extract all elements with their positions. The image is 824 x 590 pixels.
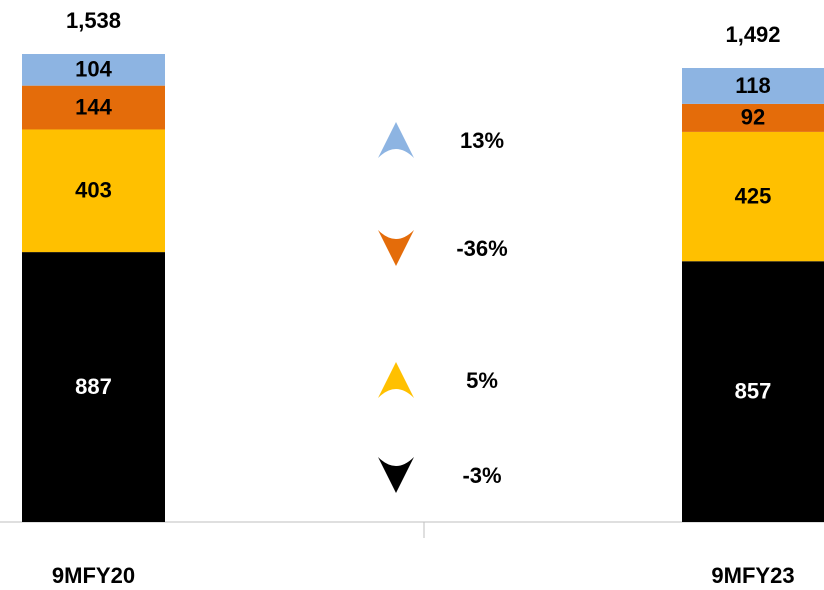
data-label: 104 — [75, 57, 112, 82]
change-arrow — [378, 122, 414, 158]
data-label: 425 — [735, 183, 772, 208]
bar-segment — [682, 67, 824, 104]
bar-segment — [682, 261, 824, 522]
data-label: 887 — [75, 374, 112, 399]
bar-segment — [22, 85, 165, 130]
change-label: 13% — [460, 128, 504, 153]
total-label: 1,538 — [66, 8, 121, 33]
x-tick-label: 9MFY20 — [52, 563, 135, 588]
bar-segment — [22, 129, 165, 253]
total-label: 1,492 — [725, 22, 780, 47]
bar-segment — [22, 252, 165, 522]
data-label: 144 — [75, 94, 112, 119]
bar-segment — [682, 103, 824, 132]
data-label: 857 — [735, 378, 772, 403]
data-label: 118 — [735, 73, 771, 98]
x-tick-label: 9MFY23 — [711, 563, 794, 588]
data-label: 403 — [75, 178, 112, 203]
change-arrow — [378, 362, 414, 398]
change-arrow — [378, 230, 414, 266]
change-label: -36% — [456, 236, 507, 261]
change-label: 5% — [466, 368, 498, 393]
bar-segment — [22, 54, 165, 86]
change-label: -3% — [462, 463, 501, 488]
bar-segment — [682, 131, 824, 262]
change-arrow — [378, 457, 414, 493]
data-label: 92 — [741, 105, 765, 130]
